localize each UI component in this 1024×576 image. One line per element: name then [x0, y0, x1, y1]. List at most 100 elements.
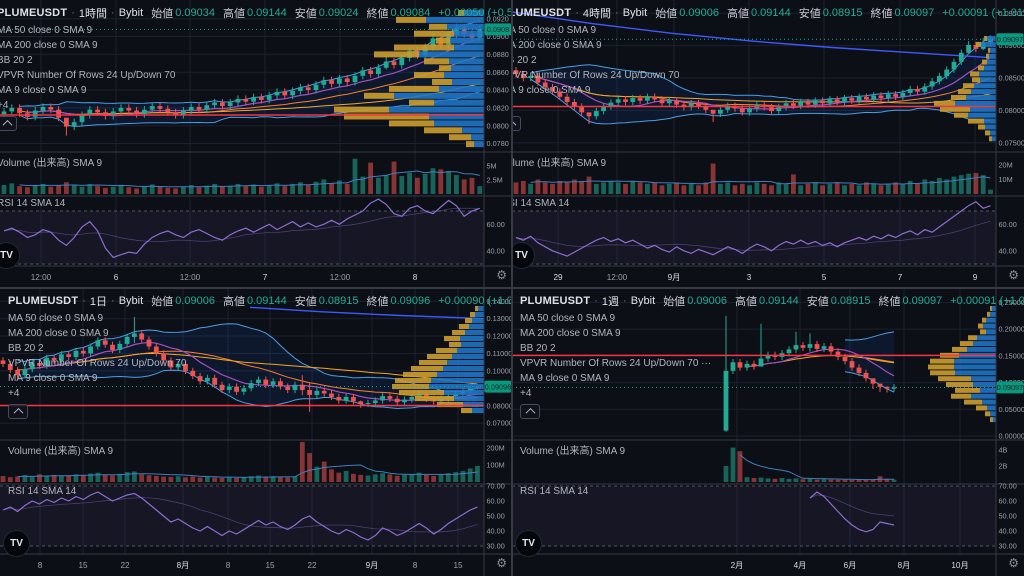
svg-text:60.00: 60.00 — [999, 220, 1017, 229]
svg-text:0.09097: 0.09097 — [997, 383, 1023, 392]
collapse-indicators-button[interactable] — [0, 116, 17, 131]
svg-text:0.0900: 0.0900 — [487, 32, 509, 41]
symbol-name[interactable]: PLUMEUSDT — [8, 295, 79, 307]
collapse-indicators-button[interactable] — [8, 404, 28, 419]
indicator-label[interactable]: VPVR Number Of Rows 24 Up/Down 70 — [0, 70, 176, 81]
svg-text:60.00: 60.00 — [487, 220, 505, 229]
svg-text:9月: 9月 — [366, 561, 379, 570]
exchange-name[interactable]: Bybit — [118, 295, 144, 307]
chart-canvas[interactable]: 0.0920 0.0900 0.0880 0.0860 0.0840 0.0820 0.08… — [0, 0, 512, 288]
settings-gear-icon[interactable]: ⚙ — [1008, 556, 1019, 570]
svg-text:0.0880: 0.0880 — [487, 50, 509, 59]
svg-text:40.00: 40.00 — [999, 246, 1017, 255]
indicator-label[interactable]: BB 20 2 — [520, 343, 556, 354]
svg-text:6: 6 — [114, 273, 119, 282]
chart-canvas[interactable]: 0.09500 0.09000 0.08500 0.08000 0.07500 20M 10… — [512, 0, 1024, 288]
indicator-label[interactable]: MA 200 close 0 SMA 9 — [8, 328, 109, 339]
indicator-label[interactable]: BB 20 2 — [0, 55, 33, 66]
indicator-label[interactable]: BB 20 2 — [8, 343, 44, 354]
indicator-label[interactable]: MA 50 close 0 SMA 9 — [8, 313, 104, 324]
tradingview-logo[interactable]: TV — [0, 242, 20, 269]
svg-text:0.0780: 0.0780 — [487, 139, 509, 148]
svg-text:0.0908: 0.0908 — [487, 25, 509, 34]
panel-divider-horizontal[interactable] — [0, 287, 1024, 289]
exchange-name[interactable]: Bybit — [622, 7, 648, 19]
tradingview-logo[interactable]: TV — [3, 530, 30, 557]
more-indicators[interactable]: +4 — [8, 388, 20, 399]
svg-text:0.20000: 0.20000 — [999, 325, 1024, 334]
svg-text:0.12000: 0.12000 — [487, 332, 513, 341]
settings-gear-icon[interactable]: ⚙ — [496, 268, 507, 282]
svg-text:6月: 6月 — [844, 561, 857, 570]
svg-text:40.00: 40.00 — [999, 527, 1017, 536]
svg-text:0.14000: 0.14000 — [487, 297, 513, 306]
indicator-label[interactable]: VPVR Number Of Rows 24 Up/Down 70 — [8, 358, 187, 369]
svg-text:4月: 4月 — [794, 561, 807, 570]
svg-text:0.00000: 0.00000 — [999, 432, 1024, 441]
collapse-indicators-button[interactable] — [512, 116, 521, 131]
svg-text:8月: 8月 — [898, 561, 911, 570]
svg-text:0.0860: 0.0860 — [487, 68, 509, 77]
collapse-indicators-button[interactable] — [520, 404, 540, 419]
symbol-name[interactable]: PLUMEUSDT — [512, 7, 572, 19]
timeframe[interactable]: 1時間 — [78, 8, 108, 20]
svg-text:5M: 5M — [487, 162, 497, 171]
svg-text:70.00: 70.00 — [999, 482, 1017, 491]
indicator-label[interactable]: MA 200 close 0 SMA 9 — [512, 40, 602, 51]
chart-canvas[interactable]: 0.14000 0.13000 0.12000 0.11000 0.10000 0.080… — [0, 288, 512, 576]
svg-text:12:00: 12:00 — [31, 273, 52, 282]
timeframe[interactable]: 1日 — [89, 296, 108, 308]
volume-indicator-label[interactable]: Volume (出来高) SMA 9 — [0, 158, 103, 169]
indicator-list: MA 50 close 0 SMA 9 MA 200 close 0 SMA 9 B… — [512, 311, 1024, 386]
svg-text:12:00: 12:00 — [180, 273, 201, 282]
svg-text:3: 3 — [747, 273, 752, 282]
chevron-up-icon — [2, 119, 12, 130]
volume-indicator-label[interactable]: Volume (出来高) SMA 9 — [512, 158, 607, 169]
rsi-indicator-label[interactable]: RSI 14 SMA 14 — [520, 486, 589, 497]
indicator-label[interactable]: MA 9 close 0 SMA 9 — [512, 85, 591, 96]
svg-text:40.00: 40.00 — [487, 527, 505, 536]
svg-text:0.09097: 0.09097 — [997, 35, 1023, 44]
settings-gear-icon[interactable]: ⚙ — [496, 556, 507, 570]
svg-text:20M: 20M — [999, 161, 1013, 170]
rsi-indicator-label[interactable]: RSI 14 SMA 14 — [512, 198, 570, 209]
indicator-label[interactable]: VPVR Number Of Rows 24 Up/Down 70 — [512, 70, 680, 81]
svg-text:7: 7 — [263, 273, 268, 282]
indicator-list: MA 50 close 0 SMA 9 MA 200 close 0 SMA 9 B… — [0, 311, 512, 386]
rsi-indicator-label[interactable]: RSI 14 SMA 14 — [0, 198, 66, 209]
indicator-label[interactable]: MA 9 close 0 SMA 9 — [520, 373, 610, 384]
timeframe[interactable]: 1週 — [601, 296, 620, 308]
indicator-label[interactable]: BB 20 2 — [512, 55, 537, 66]
indicator-label[interactable]: MA 9 close 0 SMA 9 — [8, 373, 98, 384]
volume-indicator-label[interactable]: Volume (出来高) SMA 9 — [8, 446, 114, 457]
indicator-label[interactable]: MA 200 close 0 SMA 9 — [0, 40, 98, 51]
indicator-label[interactable]: MA 9 close 0 SMA 9 — [0, 85, 87, 96]
volume-indicator-label[interactable]: Volume (出来高) SMA 9 — [520, 446, 626, 457]
chart-canvas[interactable]: 0.250000.200000.150000.100000.050000.000… — [512, 288, 1024, 576]
exchange-name[interactable]: Bybit — [630, 295, 656, 307]
timeframe[interactable]: 4時間 — [582, 8, 612, 20]
tradingview-logo[interactable]: TV — [515, 530, 542, 557]
tradingview-logo[interactable]: TV — [512, 242, 535, 269]
indicator-label[interactable]: VPVR Number Of Rows 24 Up/Down 70 ··· — [520, 358, 712, 369]
more-indicators[interactable]: +4 — [520, 388, 532, 399]
rsi-indicator-label[interactable]: RSI 14 SMA 14 — [8, 486, 77, 497]
svg-text:0.0820: 0.0820 — [487, 103, 509, 112]
svg-text:12:00: 12:00 — [330, 273, 351, 282]
chart-panel-4h: 0.09500 0.09000 0.08500 0.08000 0.07500 20M 10… — [512, 0, 1024, 288]
more-indicators[interactable]: +4 — [512, 98, 1024, 113]
more-indicators[interactable]: +4 — [0, 100, 9, 111]
exchange-name[interactable]: Bybit — [118, 7, 144, 19]
svg-text:29: 29 — [553, 273, 563, 282]
indicator-label[interactable]: MA 200 close 0 SMA 9 — [520, 328, 621, 339]
svg-text:2月: 2月 — [731, 561, 744, 570]
symbol-name[interactable]: PLUMEUSDT — [520, 295, 591, 307]
indicator-label[interactable]: MA 50 close 0 SMA 9 — [520, 313, 616, 324]
symbol-name[interactable]: PLUMEUSDT — [0, 7, 68, 19]
svg-text:50.00: 50.00 — [999, 512, 1017, 521]
indicator-label[interactable]: MA 50 close 0 SMA 9 — [0, 25, 93, 36]
settings-gear-icon[interactable]: ⚙ — [1008, 268, 1019, 282]
indicator-label[interactable]: MA 50 close 0 SMA 9 — [512, 25, 597, 36]
indicator-list: MA 50 close 0 SMA 9 MA 200 close 0 SMA 9 B… — [512, 23, 1024, 98]
